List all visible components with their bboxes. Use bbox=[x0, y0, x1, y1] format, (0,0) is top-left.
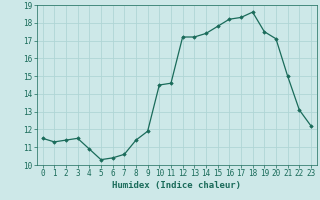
X-axis label: Humidex (Indice chaleur): Humidex (Indice chaleur) bbox=[112, 181, 241, 190]
